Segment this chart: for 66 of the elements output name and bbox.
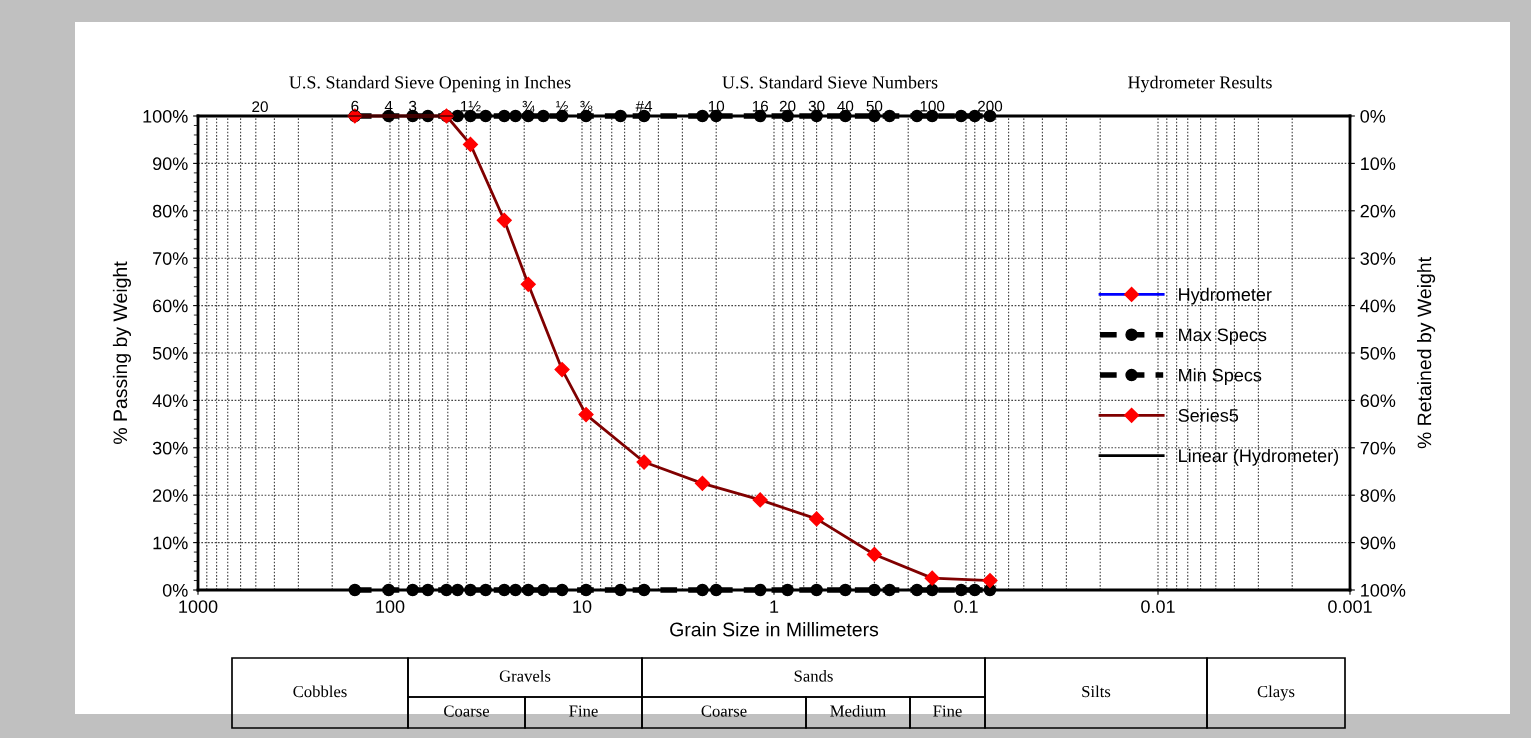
text: Fine (933, 705, 962, 717)
text: Coarse (444, 705, 490, 717)
text: U.S. Standard Sieve Numbers (722, 75, 938, 89)
y-tick-label: 0% (162, 583, 188, 597)
legend-label: Series5 (1178, 408, 1239, 422)
y-tick-label: 90% (152, 157, 188, 171)
y2-tick-label: 90% (1360, 536, 1396, 550)
y2-tick-label: 20% (1360, 204, 1396, 218)
text: 20 (252, 101, 268, 113)
annotation: 50 (866, 100, 883, 112)
x-tick-label: 1000 (179, 600, 218, 613)
annotation: 100 (920, 100, 945, 112)
annotation: 40 (837, 100, 854, 112)
y-tick-label: 80% (152, 204, 188, 218)
x-tick-label: 0.01 (1141, 600, 1175, 613)
annotation: ½ (556, 100, 569, 112)
text: Coarse (701, 705, 747, 717)
text: Hydrometer Results (1128, 75, 1272, 93)
text: Silts (1082, 685, 1111, 698)
text: Cobbles (293, 685, 347, 698)
annotation: ¾ (522, 100, 535, 112)
legend-label: Hydrometer (1179, 287, 1272, 305)
y-tick-label: 50% (152, 346, 188, 360)
annotation: 16 (752, 100, 769, 112)
y2-tick-label: 50% (1360, 346, 1396, 360)
y-tick-label: 70% (153, 252, 188, 265)
y2-tick-label: 30% (1360, 252, 1396, 265)
x-tick-label: 0.1 (954, 600, 978, 613)
x-tick-label: 1 (770, 600, 779, 613)
y2-tick-label: 80% (1360, 489, 1396, 502)
legend-label: Linear (Hydrometer) (1179, 448, 1339, 466)
x-tick-label: 10 (573, 600, 592, 613)
y2-tick-label: 60% (1360, 394, 1396, 408)
text: Clays (1257, 685, 1295, 701)
x-tick-label: 100 (376, 600, 405, 613)
y-tick-label: 30% (152, 441, 188, 455)
annotation: 20 (779, 100, 796, 112)
annotation: 30 (808, 100, 825, 112)
text: Medium (830, 704, 886, 717)
y-tick-label: 100% (143, 109, 188, 123)
annotation: ⅜ (580, 100, 593, 112)
text: Gravels (499, 669, 551, 682)
y2-tick-label: 70% (1360, 441, 1396, 455)
text: U.S. Standard Sieve Opening in Inches (289, 75, 571, 93)
y2-tick-label: 10% (1361, 157, 1396, 171)
annotation: 10 (708, 100, 725, 112)
y-axis-title: % Passing by Weight (112, 261, 131, 444)
y-tick-label: 60% (153, 299, 188, 313)
y2-tick-label: 40% (1360, 299, 1396, 313)
text: Sands (794, 669, 833, 682)
y-tick-label: 20% (153, 489, 188, 502)
legend-label: Max Specs (1179, 328, 1267, 345)
x-axis-title: Grain Size in Millimeters (670, 622, 879, 637)
y2-axis-title: % Retained by Weight (1417, 257, 1436, 449)
legend-label: Min Specs (1179, 368, 1262, 386)
annotation: #4 (635, 100, 653, 112)
y2-tick-label: 0% (1360, 109, 1386, 123)
annotation: 6 (351, 100, 359, 112)
x-tick-label: 0.001 (1328, 600, 1372, 613)
annotation: 200 (978, 100, 1003, 112)
text: Fine (569, 705, 598, 717)
y-tick-label: 10% (153, 536, 188, 550)
y2-tick-label: 100% (1361, 583, 1406, 597)
annotation: 1½ (461, 100, 481, 112)
y-tick-label: 40% (152, 394, 188, 408)
annotation: 4 (384, 100, 393, 112)
